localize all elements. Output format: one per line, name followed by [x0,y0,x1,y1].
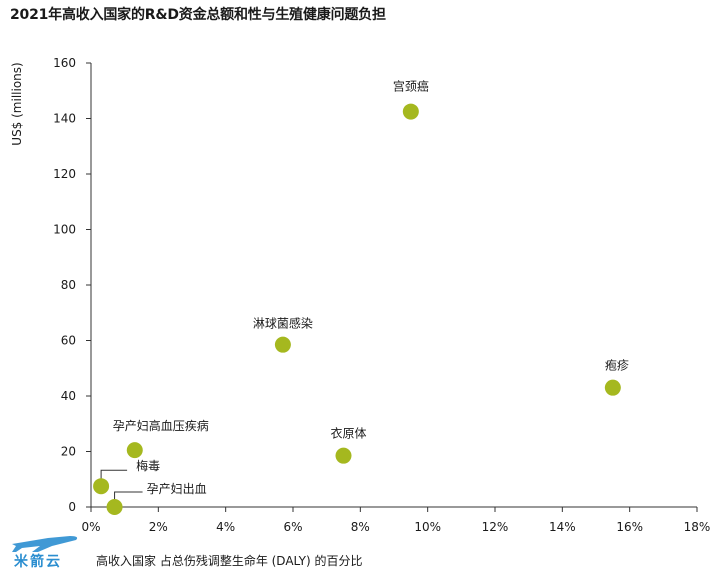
y-tick-label: 100 [53,223,76,237]
point-label: 孕产妇高血压疾病 [113,418,209,433]
watermark-text: 米箭云 [14,553,62,570]
point-label: 淋球菌感染 [253,316,313,331]
y-tick-label: 140 [53,112,76,126]
data-point [106,499,123,515]
point-label: 梅毒 [136,458,160,473]
data-point [274,336,291,353]
data-point [93,478,110,495]
y-tick-label: 80 [61,278,76,292]
y-tick-label: 60 [61,334,76,348]
x-tick-label: 8% [351,520,370,534]
y-tick-label: 120 [53,167,76,181]
point-label: 疱疹 [605,358,629,373]
data-points [93,103,621,515]
leader-line [114,491,143,501]
point-label: 衣原体 [330,426,366,441]
data-point [402,103,419,120]
x-tick-label: 10% [414,520,441,534]
y-tick-label: 0 [68,500,76,514]
x-tick-label: 12% [482,520,509,534]
x-tick-label: 2% [149,520,168,534]
y-axis-ticks: 0 20 40 60 80 100 120 140 160 [53,56,91,514]
point-label: 宫颈癌 [393,79,429,94]
x-tick-label: 0% [81,520,100,534]
data-point [335,447,352,464]
x-tick-label: 16% [616,520,643,534]
plane-icon [12,536,78,552]
data-point [604,379,621,396]
chart-title: 2021年高收入国家的R&D资金总额和性与生殖健康问题负担 [10,7,386,23]
watermark-logo: 米箭云 [12,536,78,570]
y-tick-label: 20 [61,445,76,459]
point-label: 孕产妇出血 [147,482,207,496]
x-axis-label: 高收入国家 占总伤残调整生命年 (DALY) 的百分比 [96,554,363,568]
x-tick-label: 4% [216,520,235,534]
x-axis-ticks: 0% 2% 4% 6% 8% 10% 12% 14% 16% 18% [81,507,710,534]
data-point [126,442,143,459]
y-tick-label: 160 [53,56,76,70]
axes [90,63,697,508]
x-tick-label: 14% [549,520,576,534]
x-tick-label: 6% [283,520,302,534]
y-axis-label: US$ (millions) [10,62,24,145]
y-tick-label: 40 [61,389,76,403]
x-tick-label: 18% [684,520,711,534]
